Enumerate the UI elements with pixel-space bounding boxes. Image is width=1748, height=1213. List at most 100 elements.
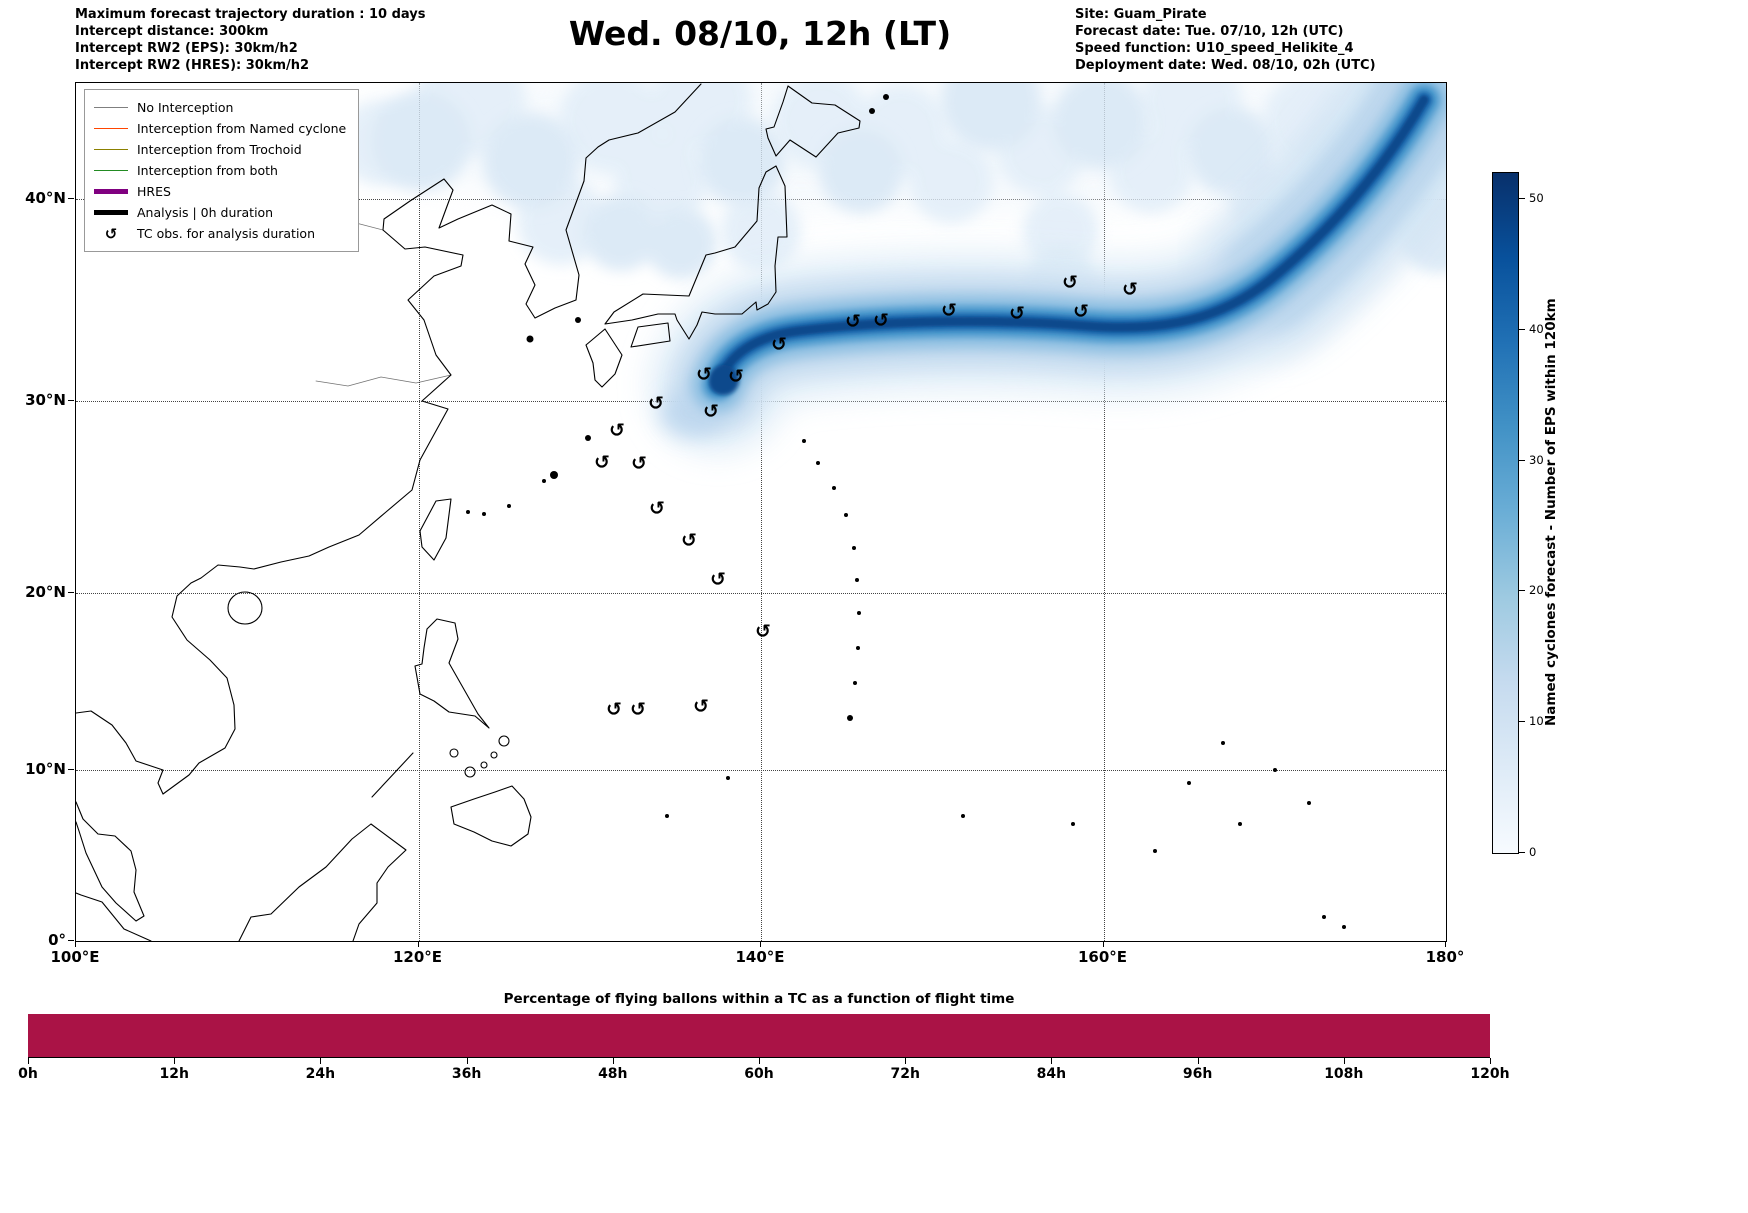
y-axis-tick-label: 20°N [25,583,66,601]
eps-density-plume [650,83,1446,453]
x-axis-tick-label: 100°E [50,948,100,966]
legend-line-sample [94,169,128,172]
bottom-axis-tick-mark [320,1058,322,1064]
bottom-chart-bar [28,1014,1490,1058]
forecast-date-text: Forecast date: Tue. 07/10, 12h (UTC) [1075,24,1344,39]
coast-hainan [227,591,263,625]
colorbar-tick-label: 30 [1529,452,1544,467]
legend-item: HRES [94,181,346,202]
colorbar-tick-mark [1519,852,1525,853]
colorbar-tick-label: 0 [1529,845,1537,859]
bottom-chart-title: Percentage of flying ballons within a TC… [503,991,1015,1007]
legend-label: Analysis | 0h duration [137,205,274,220]
legend-item: Interception from Trochoid [94,139,346,160]
coast-honshu [604,165,788,340]
coast-kyushu [585,328,623,388]
map-canvas [76,83,1446,941]
bottom-axis-tick-label: 96h [1182,1066,1213,1082]
x-axis-tick-mark [75,941,76,947]
x-axis-tick-label: 140°E [735,948,785,966]
bottom-axis-tick-label: 72h [890,1066,920,1082]
river-yangtze [315,374,452,387]
bottom-axis-tick-label: 108h [1324,1066,1364,1082]
map-plot-area: ↺ ↺ ↺ ↺ ↺ ↺ ↺ ↺ ↺ ↺ ↺ ↺ ↺ ↺ ↺ ↺ ↺ ↺ ↺ ↺ ↺ ↺ No Interception In… [75,82,1447,942]
legend-label: No Interception [137,100,234,115]
gridline-longitude [761,83,762,941]
bottom-axis-tick-mark [759,1058,760,1064]
bottom-axis-tick-mark [28,1058,29,1064]
bottom-axis-tick-label: 12h [159,1066,189,1082]
x-axis-tick-mark [1102,941,1104,947]
bottom-axis-tick-label: 24h [305,1066,336,1082]
x-axis-tick-mark [417,941,419,947]
colorbar-tick-mark [1519,198,1525,200]
colorbar-tick-label: 50 [1529,191,1544,206]
colorbar-tick-mark [1519,590,1525,592]
bottom-axis-tick-mark [1051,1058,1053,1064]
y-axis-tick-mark [68,940,74,941]
legend-line-sample [94,189,128,194]
legend: No Interception Interception from Named c… [84,89,360,252]
y-axis-tick-mark [68,592,74,593]
bottom-axis-tick-label: 48h [598,1066,628,1082]
colorbar-tick-label: 10 [1529,714,1544,729]
bottom-axis-tick-mark [466,1058,468,1064]
legend-line-sample [94,210,128,215]
bottom-axis-tick-label: 120h [1470,1066,1510,1082]
legend-label: Interception from Named cyclone [137,121,347,136]
bottom-axis-tick-mark [174,1058,176,1064]
legend-line-sample [94,127,128,130]
tc-obs-icon: ↺ [104,224,118,243]
y-axis-tick-label: 40°N [25,189,66,207]
small-islands [466,94,1346,929]
y-axis-tick-mark [68,769,74,770]
legend-item: Analysis | 0h duration [94,202,346,223]
bottom-axis-tick-label: 0h [18,1066,38,1082]
bottom-axis-tick-mark [612,1058,614,1064]
bottom-axis-tick-label: 36h [451,1066,482,1082]
y-axis-tick-label: 30°N [25,391,66,409]
intercept-distance-text: Intercept distance: 300km [75,24,269,39]
legend-item: ↺ TC obs. for analysis duration [94,223,346,244]
coast-sumatra [76,892,152,941]
coast-borneo [238,823,407,941]
gridline-latitude [76,770,1446,771]
x-axis-tick-label: 180° [1425,948,1465,966]
y-axis-tick-mark [68,400,74,401]
colorbar-tick-mark [1519,328,1525,330]
bottom-axis-tick-mark [1490,1058,1491,1064]
legend-line-sample [94,106,128,109]
site-info-block: Site: Guam_Pirate Forecast date: Tue. 07… [1075,6,1376,74]
coast-luzon [414,618,490,729]
y-axis-tick-label: 0° [48,931,66,949]
legend-item: Interception from both [94,160,346,181]
site-text: Site: Guam_Pirate [1075,7,1207,22]
coast-hokkaido [765,85,861,158]
page-title: Wed. 08/10, 12h (LT) [568,14,952,53]
x-axis-tick-mark [1445,941,1446,947]
coast-palawan [371,752,414,798]
bottom-axis-tick-mark [905,1058,907,1064]
x-axis-tick-label: 160°E [1077,948,1128,966]
bottom-axis-tick-mark [1343,1058,1345,1064]
colorbar-tick-mark [1519,721,1525,723]
x-axis-tick-mark [760,941,761,947]
y-axis-tick-mark [68,198,74,199]
gridline-latitude [76,593,1446,594]
legend-line-sample [94,148,128,151]
max-duration-text: Maximum forecast trajectory duration : 1… [75,7,426,22]
legend-label: Interception from both [137,163,278,178]
coast-shikoku [630,322,671,348]
legend-item: No Interception [94,97,346,118]
coast-malay-peninsula [76,801,145,922]
legend-item: Interception from Named cyclone [94,118,346,139]
colorbar-tick-label: 40 [1529,321,1544,336]
speed-function-text: Speed function: U10_speed_Helikite_4 [1075,41,1354,56]
coast-taiwan [419,498,452,561]
forecast-parameters-block: Maximum forecast trajectory duration : 1… [75,6,426,74]
colorbar-label: Named cyclones forecast - Number of EPS … [1543,298,1559,726]
deployment-date-text: Deployment date: Wed. 08/10, 02h (UTC) [1075,58,1376,73]
colorbar-tick-label: 20 [1529,583,1544,598]
intercept-rw2-eps-text: Intercept RW2 (EPS): 30km/h2 [75,41,298,56]
legend-label: HRES [137,184,171,199]
